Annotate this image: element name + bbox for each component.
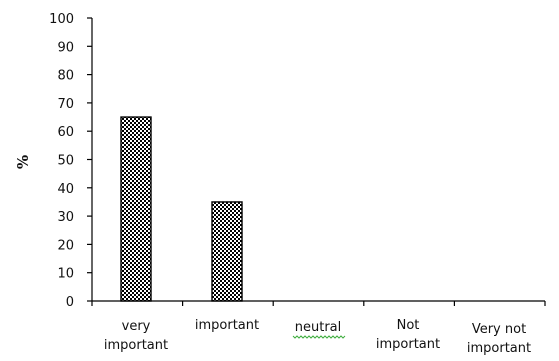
bar (211, 201, 243, 302)
y-tick-label: 50 (57, 154, 74, 169)
bar (120, 116, 152, 302)
y-tick-label: 90 (57, 40, 74, 55)
y-tick-label: 70 (57, 97, 74, 112)
spellcheck-underline (292, 335, 346, 339)
x-tick-label: important (195, 318, 259, 333)
bars (120, 116, 243, 302)
x-tick-label: important (467, 341, 531, 356)
x-tick-label: Not (397, 318, 420, 333)
y-tick-label: 60 (57, 125, 74, 140)
y-tick-label: 80 (57, 69, 74, 84)
y-tick-label: 30 (57, 210, 74, 225)
x-tick-label: Very not (472, 322, 526, 337)
y-axis: 0 10 20 30 40 50 60 70 80 90 100 (49, 12, 92, 310)
category-labels: very important important neutral Not importan… (104, 318, 531, 356)
y-axis-title: % (14, 155, 32, 169)
y-tick-label: 0 (66, 295, 74, 310)
y-tick-label: 100 (49, 12, 74, 27)
x-axis (91, 301, 546, 306)
x-tick-label: neutral (295, 320, 342, 335)
y-tick-label: 40 (57, 182, 74, 197)
x-tick-label: important (376, 337, 440, 352)
x-tick-label: very (122, 319, 151, 334)
y-tick-label: 10 (57, 267, 74, 282)
x-tick-label: important (104, 338, 168, 353)
y-tick-label: 20 (57, 238, 74, 253)
